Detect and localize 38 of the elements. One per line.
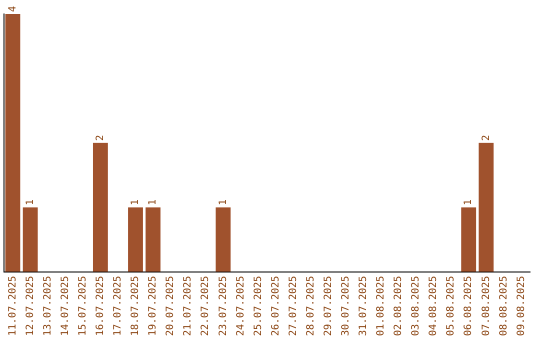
x-tick-label: 30.07.2025 bbox=[340, 276, 352, 336]
x-tick-label: 14.07.2025 bbox=[60, 276, 71, 336]
data-label: 1 bbox=[148, 199, 159, 206]
x-tick-label: 17.07.2025 bbox=[112, 276, 124, 336]
data-label: 2 bbox=[95, 134, 106, 141]
data-label: 2 bbox=[480, 134, 492, 141]
x-tick-label: 12.07.2025 bbox=[24, 276, 36, 336]
x-tick-label: 13.07.2025 bbox=[42, 276, 54, 336]
x-tick-label: 19.07.2025 bbox=[148, 276, 159, 336]
x-tick-label: 18.07.2025 bbox=[130, 276, 142, 336]
x-tick-label: 11.07.2025 bbox=[7, 276, 18, 336]
x-tick-label: 01.08.2025 bbox=[376, 276, 387, 336]
x-tick-label: 02.08.2025 bbox=[393, 276, 404, 336]
x-tick-label: 20.07.2025 bbox=[165, 276, 176, 336]
x-tick-label: 21.07.2025 bbox=[182, 276, 194, 336]
x-tick-label: 04.08.2025 bbox=[428, 276, 440, 336]
data-label: 1 bbox=[130, 199, 142, 206]
x-tick-label: 26.07.2025 bbox=[270, 276, 282, 336]
x-tick-label: 28.07.2025 bbox=[305, 276, 316, 336]
x-tick-label: 22.07.2025 bbox=[200, 276, 212, 336]
data-label: 4 bbox=[7, 6, 18, 12]
x-tick-label: 15.07.2025 bbox=[77, 276, 88, 336]
x-tick-label: 03.08.2025 bbox=[410, 276, 422, 336]
x-tick-label: 27.07.2025 bbox=[288, 276, 299, 336]
x-tick-label: 07.08.2025 bbox=[480, 276, 492, 336]
x-tick-label: 08.08.2025 bbox=[498, 276, 510, 336]
x-tick-label: 24.07.2025 bbox=[235, 276, 246, 336]
x-tick-label: 16.07.2025 bbox=[95, 276, 106, 336]
x-tick-label: 23.07.2025 bbox=[218, 276, 229, 336]
x-tick-label: 31.07.2025 bbox=[358, 276, 370, 336]
x-tick-label: 25.07.2025 bbox=[252, 276, 264, 336]
x-tick-label: 05.08.2025 bbox=[446, 276, 457, 336]
data-label: 1 bbox=[463, 199, 474, 206]
x-tick-label: 09.08.2025 bbox=[516, 276, 527, 336]
x-tick-label: 29.07.2025 bbox=[322, 276, 334, 336]
x-tick-label: 06.08.2025 bbox=[463, 276, 474, 336]
data-label: 1 bbox=[24, 199, 36, 206]
data-label: 1 bbox=[218, 199, 229, 206]
